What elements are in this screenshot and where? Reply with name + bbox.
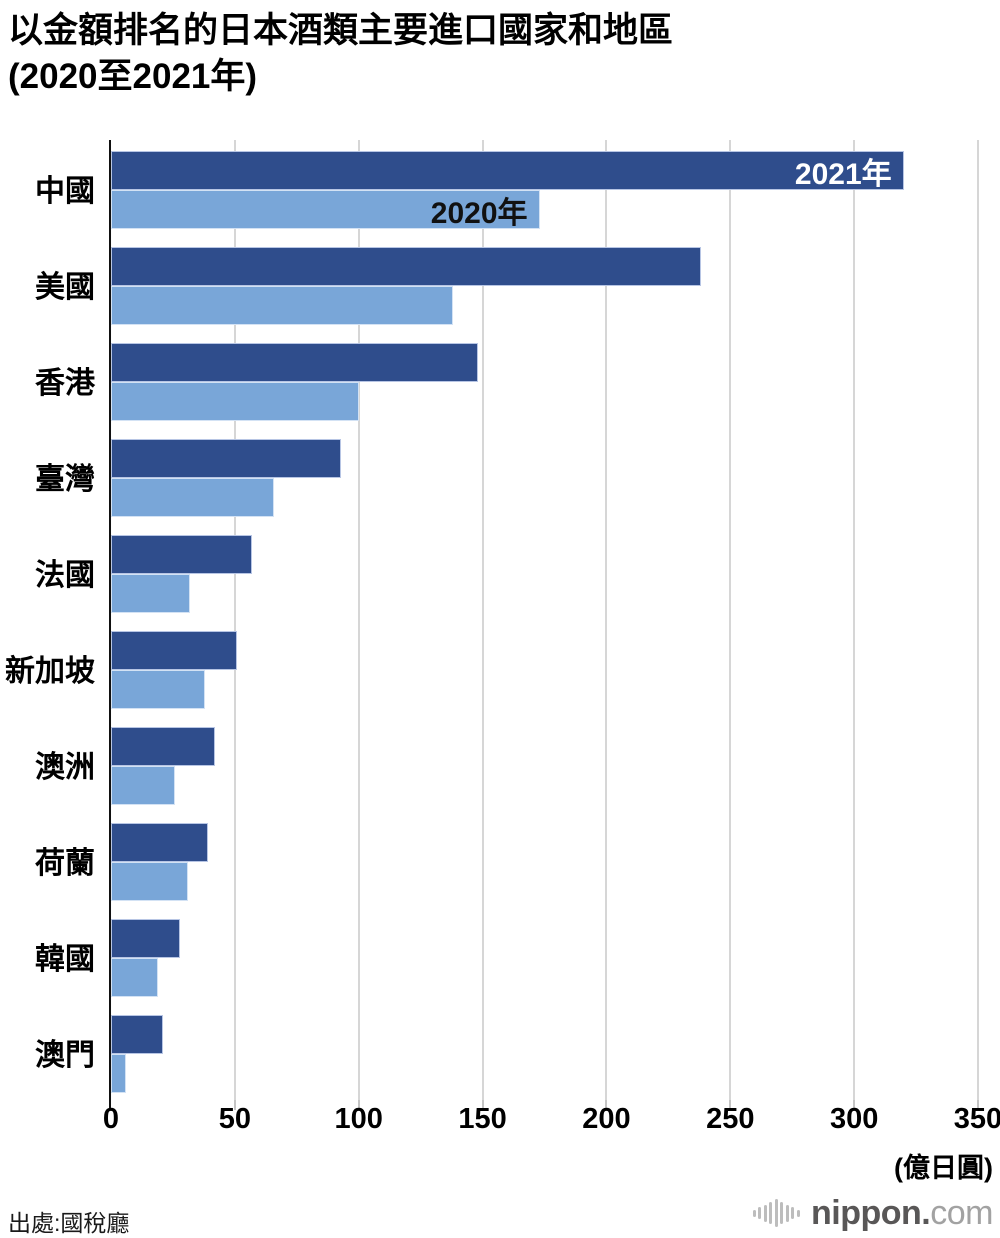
gridline-x-100 <box>357 140 360 1100</box>
category-label-法國: 法國 <box>35 559 95 592</box>
audio-wave-bar-0 <box>752 1209 756 1217</box>
bar-2021年-香港 <box>111 343 478 382</box>
x-tick-label-200: 200 <box>582 1103 631 1135</box>
bar-2020年-法國 <box>111 574 191 613</box>
logo-brand-text: nippon. <box>811 1193 931 1232</box>
gridline-x-250 <box>729 140 732 1100</box>
audio-wave-bar-8 <box>796 1209 800 1217</box>
bar-2020年-美國 <box>111 286 453 325</box>
x-tick-label-350: 350 <box>953 1103 1000 1135</box>
audio-wave-bar-1 <box>758 1207 762 1219</box>
x-tick-label-150: 150 <box>458 1103 507 1135</box>
bar-2020年-新加坡 <box>111 670 206 709</box>
chart-title-line2: (2020至2021年) <box>8 57 258 96</box>
category-axis-labels: 中國美國香港臺灣法國新加坡澳洲荷蘭韓國澳門 <box>0 140 95 1100</box>
category-label-澳洲: 澳洲 <box>35 751 95 784</box>
logo-suffix-text: com <box>930 1193 993 1232</box>
axis-tick-300 <box>853 1100 856 1110</box>
bar-2020年-中國: 2020年 <box>111 190 540 230</box>
axis-tick-100 <box>357 1100 360 1110</box>
axis-tick-250 <box>729 1100 732 1110</box>
audio-wave-bar-6 <box>785 1204 789 1222</box>
axis-tick-150 <box>481 1100 484 1110</box>
series-legend-label-2021年: 2021年 <box>794 157 892 191</box>
gridline-x-50 <box>233 140 236 1100</box>
x-tick-label-250: 250 <box>706 1103 755 1135</box>
gridline-x-150 <box>481 140 484 1100</box>
bar-2021年-法國 <box>111 535 253 574</box>
y-axis-line <box>109 140 111 1108</box>
chart-title: 以金額排名的日本酒類主要進口國家和地區 (2020至2021年) <box>8 8 673 100</box>
gridline-x-300 <box>853 140 856 1100</box>
bar-2021年-中國: 2021年 <box>111 151 904 191</box>
bar-2020年-韓國 <box>111 958 159 997</box>
audio-wave-bar-7 <box>791 1207 795 1219</box>
x-axis-tick-labels: 0 50 100 150 200 250 300 350 <box>0 1103 1000 1141</box>
audio-wave-bar-5 <box>780 1202 784 1224</box>
category-label-荷蘭: 荷蘭 <box>35 847 95 880</box>
plot-area: 2021年 2020年 <box>109 140 979 1110</box>
x-tick-label-50: 50 <box>218 1103 251 1135</box>
bar-2021年-新加坡 <box>111 631 238 670</box>
bar-2020年-臺灣 <box>111 478 275 517</box>
category-label-美國: 美國 <box>35 271 95 304</box>
x-tick-label-0: 0 <box>102 1103 120 1135</box>
bar-2021年-韓國 <box>111 919 181 958</box>
bar-2021年-荷蘭 <box>111 823 208 862</box>
category-label-臺灣: 臺灣 <box>35 463 95 496</box>
category-label-新加坡: 新加坡 <box>5 655 95 688</box>
audio-wave-bar-4 <box>774 1199 778 1227</box>
category-label-澳門: 澳門 <box>35 1039 95 1072</box>
bar-2020年-荷蘭 <box>111 862 188 901</box>
gridline-x-200 <box>605 140 608 1100</box>
bar-2020年-澳門 <box>111 1054 126 1093</box>
bar-2021年-美國 <box>111 247 701 286</box>
category-label-韓國: 韓國 <box>35 943 95 976</box>
chart-title-line1: 以金額排名的日本酒類主要進口國家和地區 <box>8 11 674 50</box>
category-label-中國: 中國 <box>35 175 95 208</box>
x-axis-unit-label: (億日圓) <box>894 1153 993 1183</box>
source-note: 出處:國稅廳 <box>8 1210 130 1236</box>
bar-2021年-澳門 <box>111 1015 164 1054</box>
nippon-logo: nippon. com <box>752 1190 993 1236</box>
axis-tick-350 <box>977 1100 979 1110</box>
category-label-香港: 香港 <box>35 367 95 400</box>
x-tick-label-300: 300 <box>829 1103 879 1135</box>
gridline-x-350 <box>977 140 979 1100</box>
audio-wave-bar-3 <box>769 1202 773 1224</box>
audio-wave-icon <box>752 1199 803 1227</box>
axis-tick-200 <box>605 1100 608 1110</box>
axis-tick-50 <box>233 1100 236 1110</box>
bar-2021年-澳洲 <box>111 727 216 766</box>
bar-2021年-臺灣 <box>111 439 342 478</box>
audio-wave-bar-2 <box>763 1204 767 1222</box>
x-tick-label-100: 100 <box>334 1103 383 1135</box>
bar-2020年-香港 <box>111 382 359 421</box>
bar-2020年-澳洲 <box>111 766 176 805</box>
series-legend-label-2020年: 2020年 <box>430 196 528 230</box>
